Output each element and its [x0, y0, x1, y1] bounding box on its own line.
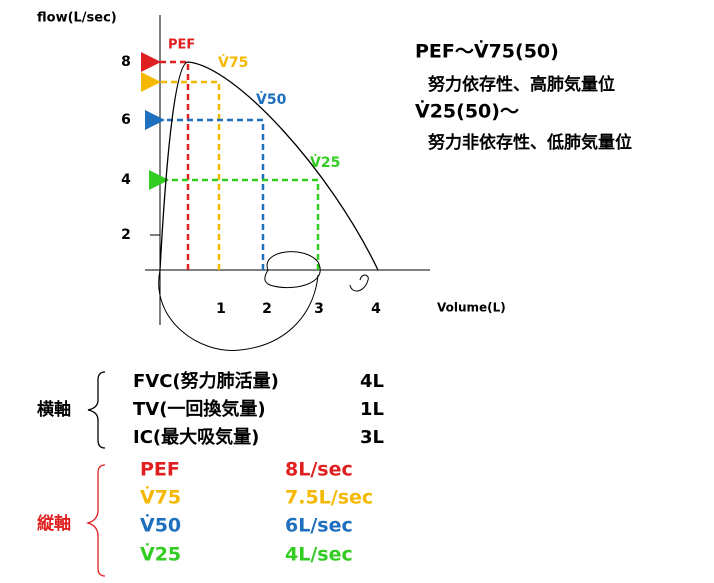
y-tick: 6 [121, 112, 131, 128]
v75-guide [141, 72, 221, 270]
row-value: 8L/sec [285, 459, 353, 481]
row-value: 6L/sec [285, 515, 353, 537]
note: 努力依存性、高肺気量位 [428, 74, 615, 95]
section-label: 縦軸 [37, 513, 71, 534]
y-tick: 2 [121, 227, 131, 243]
expiratory-curve [159, 61, 379, 271]
marker-label: V̇25 [310, 154, 340, 171]
v25-guide [149, 170, 320, 270]
row-value: 4L [360, 371, 384, 392]
y-label: flow(L/sec) [37, 11, 117, 26]
row-name: V̇50 [140, 514, 181, 536]
inspiratory-curve [158, 269, 319, 351]
tick-marks [150, 61, 160, 236]
row-name: V̇75 [140, 486, 181, 508]
row-value: 4L/sec [285, 544, 353, 566]
row-name: TV(一回換気量) [133, 398, 266, 420]
small-loop [349, 274, 369, 292]
x-tick: 2 [262, 301, 272, 317]
x-tick: 4 [371, 301, 381, 317]
note: V̇25(50)～ [415, 100, 519, 122]
brace [87, 371, 106, 449]
marker-label: V̇75 [218, 54, 248, 71]
y-tick: 8 [121, 54, 131, 70]
x-tick: 3 [314, 301, 324, 317]
x-label: Volume(L) [437, 301, 506, 315]
x-tick: 1 [216, 301, 226, 317]
marker-label: PEF [168, 38, 195, 53]
row-value: 1L [360, 399, 384, 420]
row-name: PEF [140, 459, 180, 481]
row-value: 7.5L/sec [285, 487, 373, 509]
row-name: V̇25 [140, 543, 181, 565]
brace [85, 464, 106, 577]
section-label: 横軸 [37, 399, 71, 420]
pef-guide [141, 52, 190, 270]
v50-guide [145, 110, 265, 270]
y-tick: 4 [121, 172, 131, 188]
row-name: FVC(努力肺活量) [133, 370, 279, 392]
row-name: IC(最大吸気量) [133, 426, 259, 448]
row-value: 3L [360, 427, 384, 448]
marker-label: V̇50 [256, 91, 287, 108]
tidal-loop [264, 251, 321, 289]
note: PEF～V̇75(50) [415, 40, 559, 62]
note: 努力非依存性、低肺気量位 [428, 132, 632, 153]
